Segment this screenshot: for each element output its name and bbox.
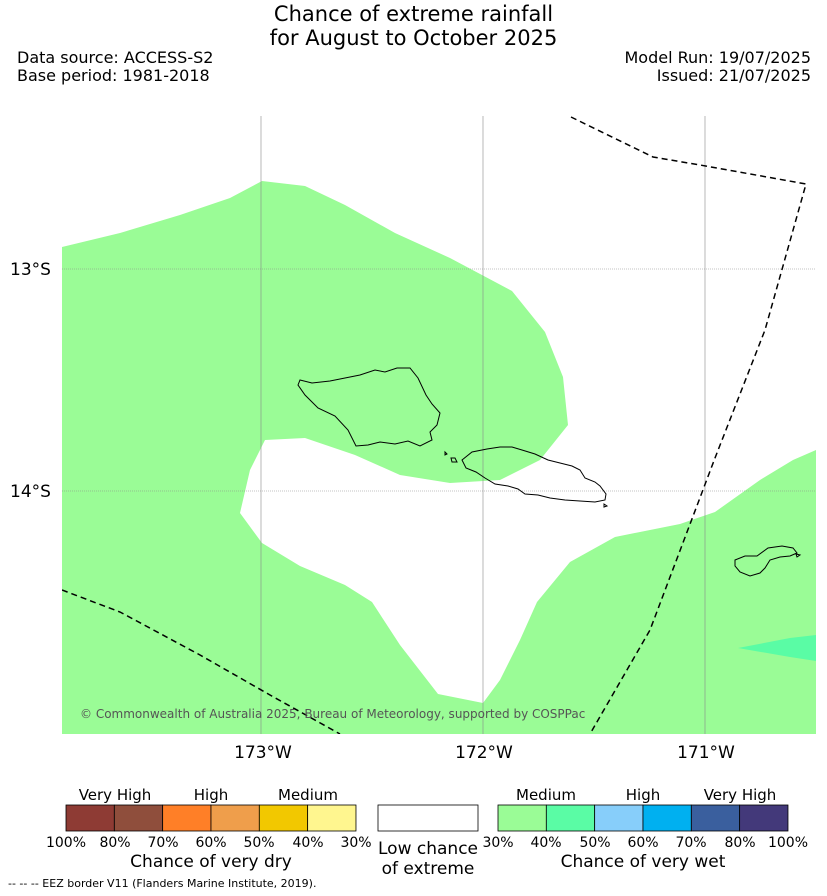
- copyright-notice: © Commonwealth of Australia 2025, Bureau…: [80, 707, 585, 721]
- dry-tick-2: 70%: [147, 835, 178, 851]
- data-source: Data source: ACCESS-S2: [17, 48, 214, 67]
- eez-footnote: -- -- -- EEZ border V11 (Flanders Marine…: [8, 877, 317, 890]
- dry-header-medium: Medium: [278, 786, 338, 804]
- wet-tick-2: 50%: [579, 835, 610, 851]
- lon-label-172w: 172°W: [455, 743, 513, 763]
- dry-tick-0: 100%: [46, 835, 86, 851]
- wet-legend-title: Chance of very wet: [561, 852, 726, 872]
- tutuila-island: [734, 545, 798, 577]
- low-chance-line2: of extreme: [382, 859, 475, 879]
- gridlines: [62, 116, 816, 734]
- model-run: Model Run: 19/07/2025: [624, 48, 812, 67]
- legend-low-chance: Low chance of extreme: [377, 804, 479, 879]
- dry-tick-6: 30%: [340, 835, 371, 851]
- wet-swatch-0: [497, 804, 547, 832]
- dry-color-swatches: [65, 804, 357, 832]
- wet-swatch-3: [642, 804, 692, 832]
- lon-label-171w: 171°W: [677, 743, 735, 763]
- low-chance-swatch: [377, 804, 479, 832]
- eez-borders: [62, 116, 807, 734]
- dry-tick-3: 60%: [195, 835, 226, 851]
- chart-title-line1: Chance of extreme rainfall: [273, 2, 554, 26]
- dry-swatch-4: [258, 804, 309, 832]
- island-outlines: [297, 367, 802, 577]
- lon-label-173w: 173°W: [234, 743, 292, 763]
- dry-tick-4: 50%: [243, 835, 274, 851]
- dry-swatch-3: [210, 804, 260, 832]
- base-period: Base period: 1981-2018: [17, 66, 210, 85]
- wet-tick-0: 30%: [482, 835, 513, 851]
- wet-tick-6: 100%: [768, 835, 808, 851]
- wet-swatch-5: [739, 804, 789, 832]
- wet-tick-4: 70%: [675, 835, 706, 851]
- chart-title-line2: for August to October 2025: [269, 26, 558, 50]
- wet-medium-region: [62, 181, 816, 734]
- dry-swatch-1: [113, 804, 164, 832]
- wet-swatch-4: [690, 804, 741, 832]
- wet-tick-1: 40%: [530, 835, 561, 851]
- wet-header-high: High: [626, 786, 660, 804]
- upolu-island: [461, 446, 607, 503]
- dry-header-very-high: Very High: [79, 786, 152, 804]
- dry-swatch-2: [162, 804, 212, 832]
- wet-header-medium: Medium: [516, 786, 576, 804]
- dry-swatch-5: [307, 804, 357, 832]
- wet-swatch-2: [594, 804, 644, 832]
- lat-label-14s: 14°S: [10, 482, 51, 502]
- wet-light-region: [738, 635, 816, 661]
- dry-header-high: High: [194, 786, 228, 804]
- legend-wet: Medium High Very High 30% 40% 50% 60% 70…: [482, 786, 808, 872]
- wet-tick-5: 80%: [724, 835, 755, 851]
- savaii-island: [297, 367, 441, 447]
- lat-label-13s: 13°S: [10, 260, 51, 280]
- wet-swatch-1: [545, 804, 596, 832]
- wet-header-very-high: Very High: [704, 786, 777, 804]
- wet-color-swatches: [497, 804, 789, 832]
- dry-tick-1: 80%: [99, 835, 130, 851]
- low-chance-line1: Low chance: [378, 839, 478, 859]
- map-area: © Commonwealth of Australia 2025, Bureau…: [62, 116, 816, 734]
- issued-date: Issued: 21/07/2025: [656, 66, 811, 85]
- dry-legend-title: Chance of very dry: [130, 852, 292, 872]
- dry-tick-5: 40%: [292, 835, 323, 851]
- dry-swatch-0: [65, 804, 115, 832]
- legend-dry: Very High High Medium 100% 80% 70% 60% 5…: [46, 786, 372, 872]
- wet-tick-3: 60%: [627, 835, 658, 851]
